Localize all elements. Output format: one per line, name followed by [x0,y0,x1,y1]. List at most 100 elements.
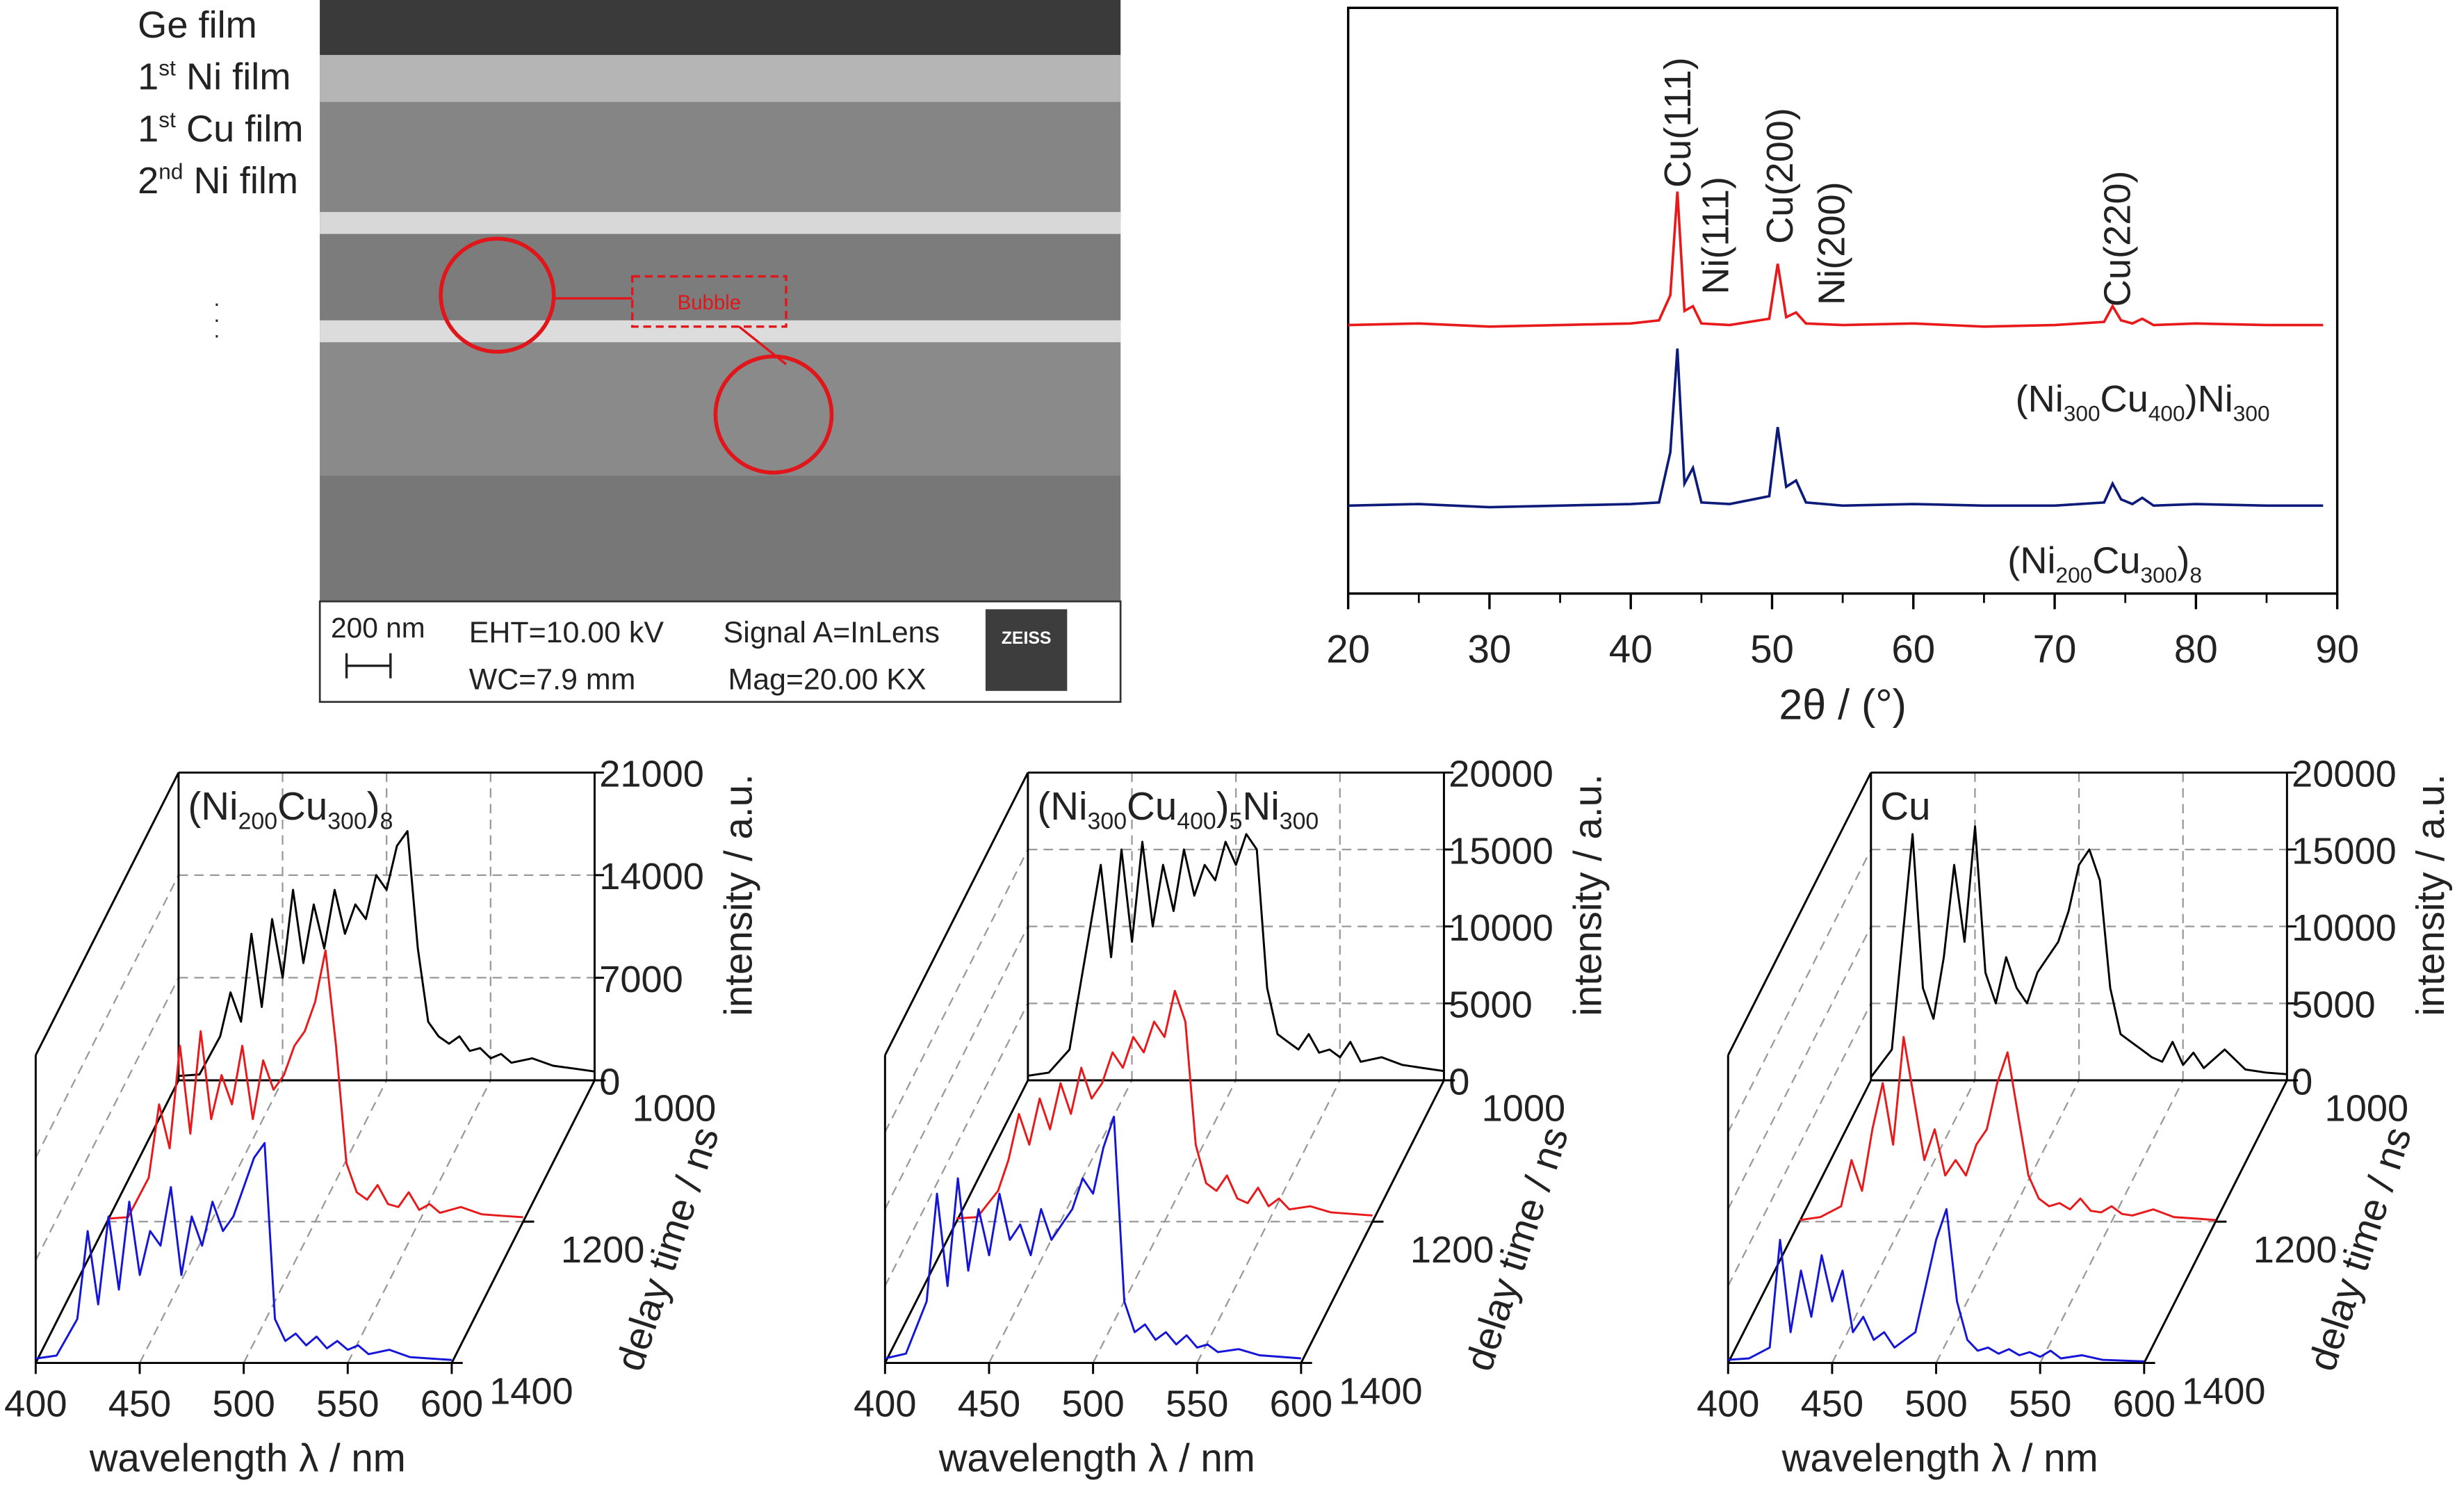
axis-line [1727,772,1873,1056]
x-tick-label: 20 [1326,627,1370,671]
script-part: 300 [2064,400,2100,425]
spectrum [1870,825,2287,1078]
y-tick-label: 21000 [599,754,704,795]
script-part: 400 [2148,400,2185,425]
axis-line [450,1080,596,1364]
bubble-box [630,275,788,328]
layer-label: 1st Ni film [138,55,291,97]
sem-band [320,342,1121,476]
x-tick-label: 550 [2009,1383,2071,1424]
spectrum [956,989,1373,1220]
x-tick-label: 30 [1468,627,1512,671]
text-part: Ni film [176,56,291,98]
spectrum [1728,1208,2144,1363]
y-tick-label: 0 [1449,1061,1469,1103]
y-tick-label: 7000 [599,959,683,1000]
text-part: ) [1216,784,1230,828]
ellipsis: · [213,322,221,347]
x-axis-title: wavelength λ / nm [938,1436,1255,1479]
eht: EHT=10.00 kV [469,616,664,649]
x-tick-label: 40 [1609,627,1653,671]
y-tick-label: 0 [599,1061,620,1103]
x-tick-label: 70 [2033,627,2077,671]
z-tick-label: 1000 [633,1088,717,1130]
text-part: Cu [2092,539,2140,581]
x-tick-label: 60 [1891,627,1935,671]
text-part: (Ni [188,784,238,828]
text-part: Ni [1242,784,1279,828]
y-tick-label: 15000 [1449,830,1553,872]
script-part: 300 [2233,400,2270,425]
grid-line [347,1080,491,1364]
text-part: (Ni [2016,378,2064,420]
y-axis-title: intensity / a.u. [2408,774,2452,1016]
spectrum [107,949,523,1220]
grid-line [2039,1080,2184,1364]
sem-band [320,101,1121,220]
grid-line [138,1080,284,1364]
y-tick-label: 15000 [2292,830,2397,872]
x-tick-label: 500 [212,1383,275,1424]
peak-label: Ni(111) [1695,177,1736,295]
bubble-circle [439,236,556,354]
text-part: ) [367,784,380,828]
script-part: 5 [1230,808,1243,835]
x-tick-label: 450 [108,1383,171,1424]
sem-image: Bubble 200 nm EHT=10.00 kV WC=7.9 mm Sig… [213,0,1122,703]
axis-line [1727,1080,1873,1364]
mag: Mag=20.00 KX [728,663,926,697]
layer-label: 2nd Ni film [138,159,298,201]
x-tick-label: 600 [1270,1383,1332,1424]
y-axis-title: intensity / a.u. [1565,774,1609,1016]
text-part: Cu [1127,784,1177,828]
peak-label: Ni(200) [1811,181,1852,305]
sem-band [320,211,1121,234]
y-tick-label: 20000 [2292,754,2397,795]
x-tick-label: 550 [316,1383,379,1424]
axis-line [1300,1080,1445,1364]
grid-line [35,977,179,1261]
text-part: Ge film [138,4,257,46]
peak-label: Cu(200) [1759,108,1801,244]
x-axis-title: wavelength λ / nm [1781,1436,2098,1479]
text-part: (Ni [1037,784,1087,828]
spectrum [885,1115,1301,1360]
x-tick-label: 400 [1697,1383,1759,1424]
script-part: 300 [327,808,367,835]
x-tick-label: 450 [1801,1383,1863,1424]
xrd-line [1348,191,2324,328]
text-part: )Ni [2185,378,2233,420]
sem-band [320,320,1121,343]
sem-band [320,234,1121,320]
script-part: 300 [1280,808,1319,835]
sem-band [320,476,1121,602]
text-part: 1 [138,56,158,98]
z-tick-label: 1400 [489,1370,573,1412]
text-part: Cu [277,784,327,828]
signal: Signal A=InLens [724,616,940,649]
x-tick-label: 550 [1166,1383,1228,1424]
peak-label: Cu(111) [1657,57,1699,188]
y-axis-title: intensity / a.u. [716,774,760,1016]
chart-title: Cu [1880,784,1930,828]
text-part: ) [2177,539,2189,581]
y-tick-label: 5000 [1449,984,1533,1026]
bubble-label: Bubble [678,291,741,314]
grid-line [35,875,179,1158]
y-tick-label: 5000 [2292,984,2376,1026]
scale-bar [345,653,392,679]
axis-line [35,772,180,1056]
text-part: Cu [1880,784,1930,828]
script-part: 8 [380,808,393,835]
sem-band [320,0,1121,56]
z-tick-label: 1200 [1410,1229,1494,1271]
grid-line [1831,1080,1976,1364]
x-tick-label: 500 [1904,1383,1967,1424]
text-part: (Ni [2007,539,2055,581]
series-label: (Ni300Cu400)Ni300 [2016,378,2270,426]
spectrum [35,1141,452,1361]
grid-line [1196,1080,1341,1364]
connector [738,325,788,366]
x-tick-label: 80 [2174,627,2218,671]
